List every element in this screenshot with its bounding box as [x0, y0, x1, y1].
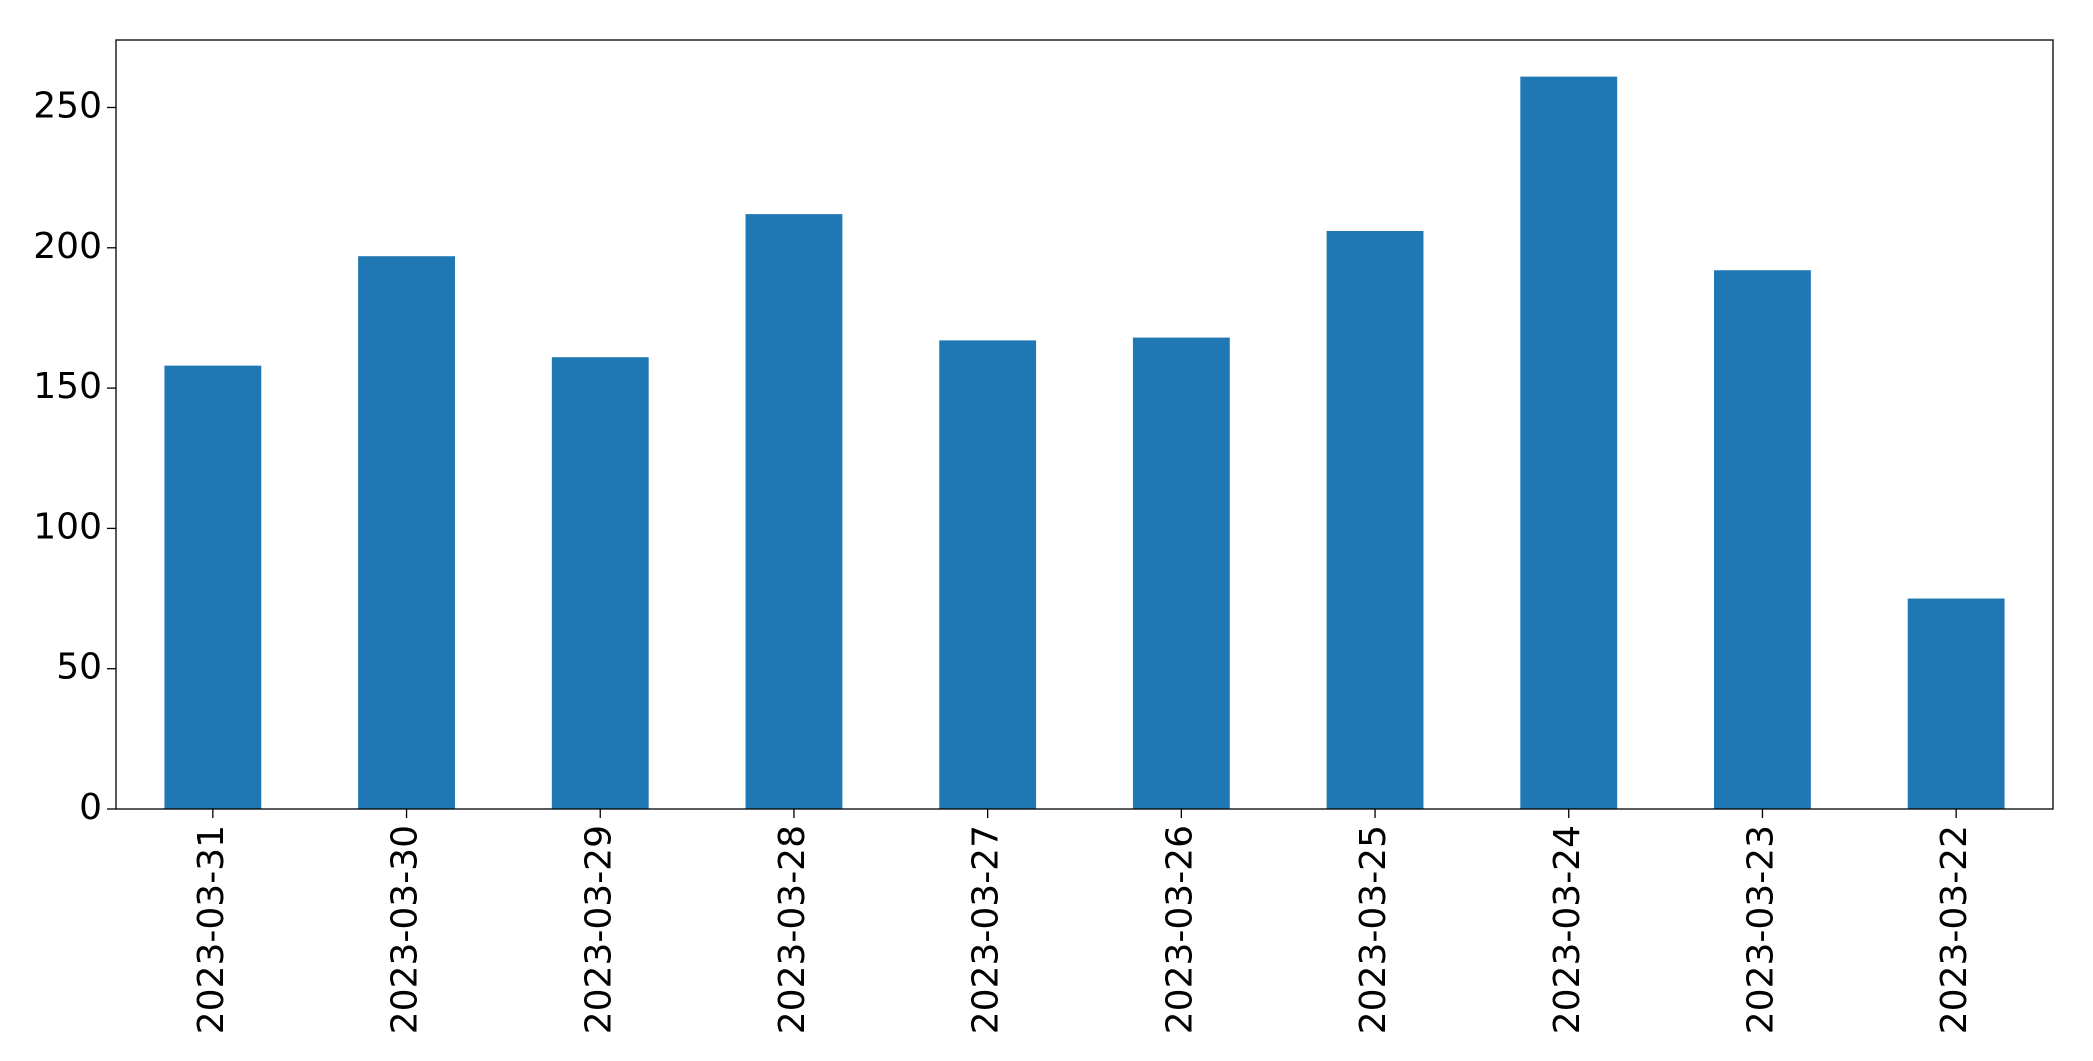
bar	[1520, 76, 1618, 810]
bar	[164, 365, 262, 809]
x-tick-label: 2023-03-22	[1934, 825, 1975, 1034]
x-tick-label: 2023-03-29	[578, 825, 619, 1034]
y-tick-label: 50	[56, 647, 102, 688]
bar	[1132, 337, 1230, 809]
x-tick-label: 2023-03-30	[385, 825, 426, 1034]
x-tick-label: 2023-03-23	[1740, 825, 1781, 1034]
x-tick-label: 2023-03-28	[772, 825, 813, 1034]
x-tick-label: 2023-03-25	[1353, 825, 1394, 1034]
y-tick-label: 250	[33, 85, 102, 126]
bar	[939, 340, 1037, 809]
y-tick-label: 0	[79, 787, 102, 828]
y-tick-label: 100	[33, 506, 102, 547]
plot-frame	[115, 39, 2054, 810]
x-tick-label: 2023-03-27	[966, 825, 1007, 1034]
bar	[1907, 598, 2005, 809]
x-tick-label: 2023-03-24	[1547, 825, 1588, 1034]
bar	[551, 357, 649, 809]
y-tick-label: 150	[33, 366, 102, 407]
bar	[358, 256, 455, 809]
x-tick-label: 2023-03-31	[191, 825, 232, 1034]
y-tick-label: 200	[33, 226, 102, 267]
bar	[1714, 270, 1811, 809]
x-tick-label: 2023-03-26	[1159, 825, 1200, 1034]
bar	[1326, 230, 1424, 809]
bar	[745, 214, 843, 810]
